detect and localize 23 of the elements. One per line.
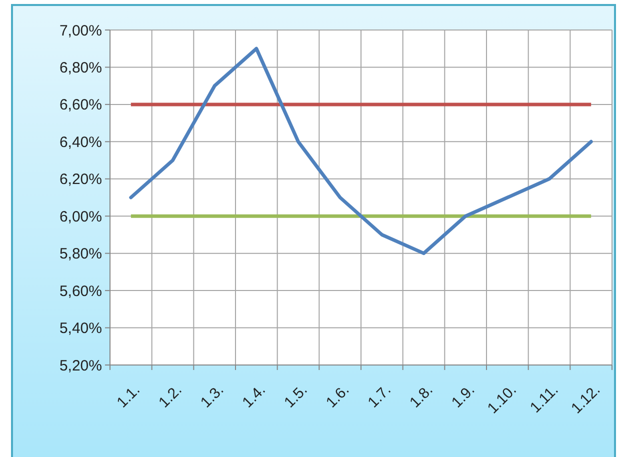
y-tick-label: 6,40%	[59, 134, 102, 151]
x-tick-label: 1.3.	[197, 382, 228, 412]
x-tick-label: 1.6.	[322, 382, 353, 412]
y-tick-label: 5,40%	[59, 320, 102, 338]
y-tick-label: 5,80%	[59, 246, 102, 263]
x-tick-label: 1.11.	[526, 382, 562, 416]
x-tick-label: 1.8.	[406, 382, 436, 412]
y-tick-label: 6,20%	[59, 171, 102, 188]
x-tick-label: 1.5.	[281, 382, 311, 412]
y-tick-label: 7,00%	[59, 22, 102, 40]
x-tick-label: 1.9.	[448, 382, 478, 412]
x-tick-label: 1.7.	[364, 382, 394, 412]
y-tick-label: 6,00%	[59, 208, 102, 226]
y-tick-label: 6,80%	[59, 59, 102, 76]
x-tick-label: 1.10.	[484, 382, 520, 418]
y-tick-label: 5,60%	[59, 282, 102, 300]
x-tick-label: 1.2.	[156, 382, 186, 412]
x-tick-label: 1.12.	[568, 382, 604, 418]
x-tick-label: 1.4.	[239, 382, 269, 412]
x-tick-label: 1.1.	[114, 382, 144, 412]
line-series	[129, 46, 593, 256]
y-tick-label: 6,60%	[59, 96, 102, 114]
y-tick-label: 5,20%	[59, 357, 102, 374]
